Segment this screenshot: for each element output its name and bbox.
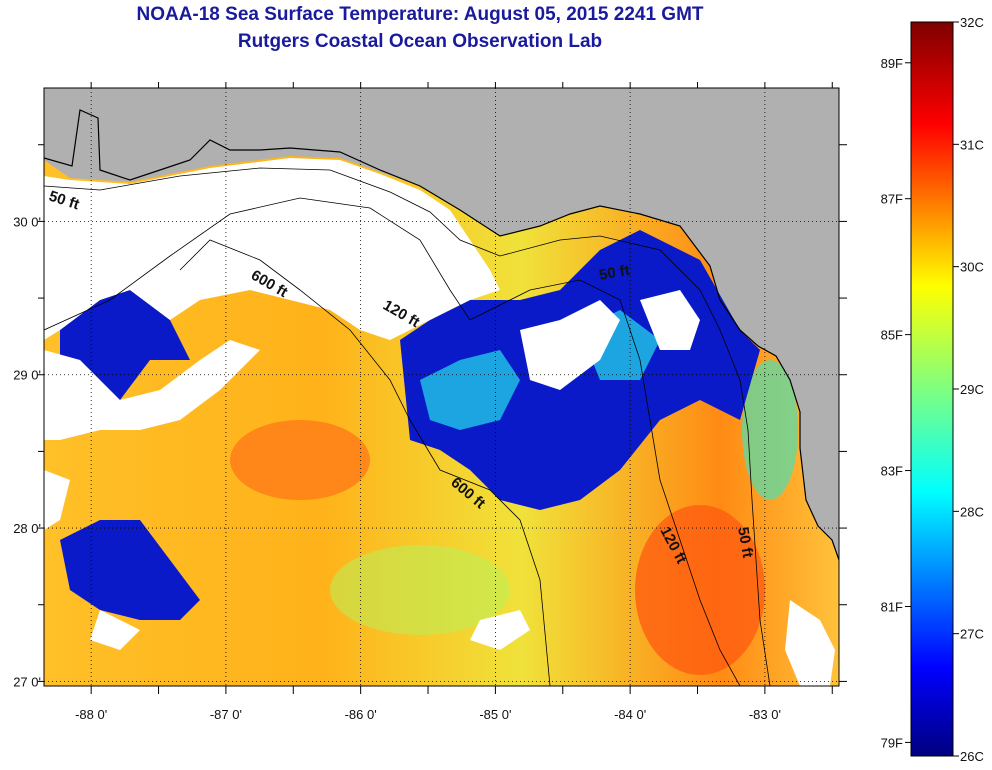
lon-tick-label: -87 0': [210, 707, 242, 722]
depth-contour-50ft: [44, 167, 771, 686]
map-title: NOAA-18 Sea Surface Temperature: August …: [136, 4, 704, 25]
colorbar-label-c: 30C: [960, 260, 984, 275]
cloud-cover: [640, 290, 700, 350]
colorbar-label-c: 27C: [960, 627, 984, 642]
colorbar-label-c: 26C: [960, 749, 984, 764]
colorbar-label-f: 83F: [881, 464, 903, 479]
lon-tick-label: -86 0': [345, 707, 377, 722]
cloud-cover: [90, 610, 140, 650]
lon-tick-label: -83 0': [749, 707, 781, 722]
coastline: [44, 109, 839, 561]
colorbar-label-f: 79F: [881, 735, 903, 750]
cool-patch: [742, 360, 798, 500]
warm-patch: [635, 505, 765, 675]
lon-tick-label: -84 0': [614, 707, 646, 722]
map-frame: [43, 87, 840, 687]
lat-tick-label: 27 0': [13, 674, 41, 689]
cloud-cover: [470, 610, 530, 650]
lon-tick-label: -85 0': [479, 707, 511, 722]
colorbar-label-f: 87F: [881, 192, 903, 207]
colorbar-label-f: 89F: [881, 56, 903, 71]
colorbar-label-c: 31C: [960, 137, 984, 152]
colorbar-label-f: 81F: [881, 599, 903, 614]
colorbar-label-c: 29C: [960, 382, 984, 397]
mid-water-band: [420, 350, 520, 430]
axis-ticks: -88 0' -87 0' -86 0' -85 0' -84 0' -83 0' 27 0…: [13, 82, 847, 722]
lat-tick-label: 29 0': [13, 368, 41, 383]
map-subtitle: Rutgers Coastal Ocean Observation Lab: [237, 31, 603, 52]
cloud-cover: [785, 600, 835, 686]
warm-patch: [230, 420, 370, 500]
cloud-cover: [44, 470, 70, 530]
lat-tick-label: 28 0': [13, 521, 41, 536]
colorbar-label-c: 32C: [960, 15, 984, 30]
colorbar-label-c: 28C: [960, 504, 984, 519]
depth-contour-120ft: [44, 197, 741, 686]
cloud-cover: [44, 158, 500, 340]
cool-patch: [330, 545, 510, 635]
colorbar-labels: 32C 31C 30C 29C 28C 27C 26C 89F 87F 85F 83F 81F 79F: [881, 15, 984, 764]
graticule: [44, 88, 839, 686]
depth-contour-600ft: [179, 239, 551, 686]
cloud-cover: [44, 340, 260, 440]
lat-tick-label: 30 0': [13, 214, 41, 229]
contour-label: 50 ft: [734, 526, 756, 559]
colorbar: [910, 21, 954, 757]
lon-tick-label: -88 0': [75, 707, 107, 722]
colorbar-label-f: 85F: [881, 328, 903, 343]
cloud-cover: [520, 300, 620, 390]
contour-label: 50 ft: [598, 262, 631, 284]
cold-water-band: [60, 520, 200, 620]
